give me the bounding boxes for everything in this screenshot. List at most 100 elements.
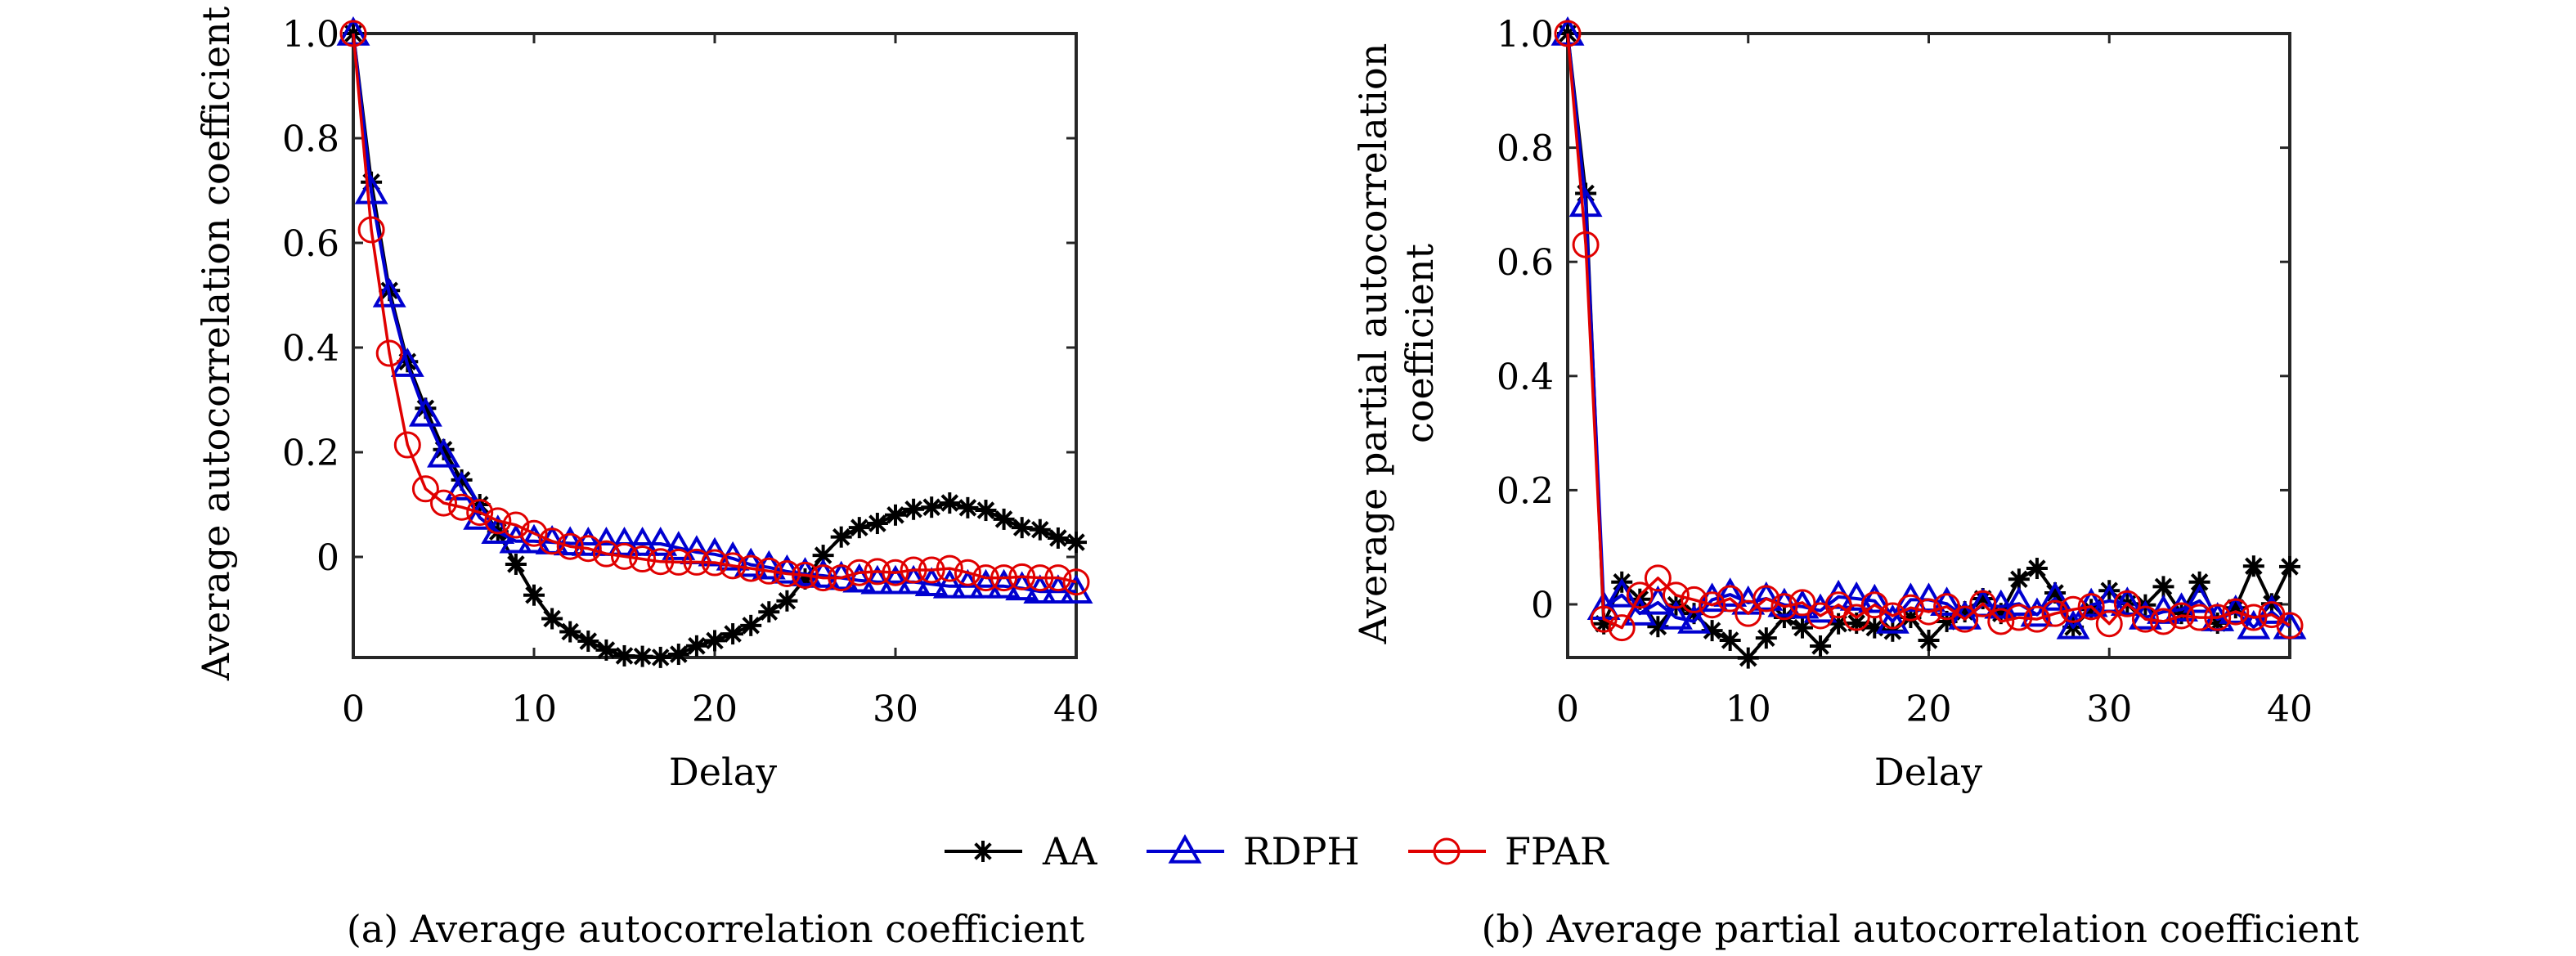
data-point-aa-28 [848, 517, 870, 539]
x-tick-label: 40 [2267, 689, 2313, 730]
data-point-fpar-8 [484, 507, 512, 535]
data-point-aa-29 [866, 513, 888, 535]
data-point-rdph-2 [372, 277, 406, 307]
data-point-fpar-33 [936, 554, 963, 582]
data-point-fpar-31 [2113, 590, 2141, 617]
data-point-fpar-38 [1026, 564, 1054, 592]
legend-circle-marker-icon [1433, 837, 1461, 865]
data-point-aa-38 [2242, 555, 2264, 577]
plot-area-b: 0 10 20 30 40 0 0.2 0.4 0.6 0.8 1.0 [1497, 14, 2313, 730]
data-point-aa-14 [1810, 635, 1832, 657]
y-axis-label-a: Average autocorrelation coefficient [194, 6, 238, 681]
data-point-rdph-21 [1930, 586, 1964, 617]
data-point-fpar-19 [1896, 594, 1924, 622]
data-point-fpar-9 [1717, 585, 1744, 613]
data-point-aa-40 [1066, 532, 1087, 554]
data-point-aa-27 [830, 526, 852, 548]
data-point-fpar-7 [1681, 586, 1708, 613]
data-point-rdph-30 [878, 564, 913, 595]
x-tick-label: 0 [342, 689, 365, 730]
data-point-rdph-7 [1677, 604, 1711, 634]
y-tick-label: 0.2 [282, 433, 339, 474]
data-point-fpar-16 [629, 545, 657, 573]
data-point-fpar-17 [647, 548, 675, 576]
series-line-aa [1566, 33, 2291, 660]
data-point-fpar-25 [792, 561, 819, 589]
x-tick-label: 20 [1906, 689, 1952, 730]
data-point-aa-24 [776, 590, 798, 612]
data-point-aa-27 [2044, 582, 2067, 604]
data-point-fpar-3 [393, 431, 421, 459]
data-point-rdph-1 [1568, 187, 1603, 218]
data-point-fpar-7 [466, 499, 494, 527]
data-point-fpar-26 [810, 564, 837, 592]
data-point-fpar-4 [411, 475, 439, 503]
data-point-rdph-39 [1041, 574, 1075, 604]
legend-label-rdph: RDPH [1243, 829, 1360, 873]
data-point-fpar-15 [611, 542, 638, 570]
data-point-fpar-28 [846, 559, 873, 586]
data-point-fpar-11 [538, 527, 566, 555]
y-tick-label: 0.4 [282, 328, 339, 370]
data-point-fpar-35 [2186, 604, 2214, 631]
data-point-aa-37 [1011, 517, 1033, 539]
data-point-fpar-32 [2131, 605, 2159, 633]
data-point-fpar-4 [1626, 581, 1654, 609]
data-point-rdph-3 [390, 348, 424, 377]
data-point-fpar-23 [1969, 590, 1997, 617]
data-point-rdph-5 [427, 438, 460, 468]
data-point-fpar-3 [1608, 614, 1636, 642]
data-point-fpar-20 [701, 549, 729, 577]
data-point-rdph-38 [1023, 574, 1057, 604]
legend-asterisk-marker-icon [972, 841, 994, 862]
data-point-rdph-27 [2038, 581, 2072, 611]
data-point-fpar-33 [2149, 608, 2177, 635]
data-point-aa-21 [722, 623, 744, 645]
data-point-fpar-32 [918, 556, 945, 584]
data-point-rdph-18 [662, 531, 696, 560]
data-point-rdph-40 [1059, 574, 1093, 604]
data-point-aa-30 [885, 504, 906, 526]
legend: AA RDPH FPAR [945, 829, 1609, 873]
legend-triangle-marker-icon [1168, 833, 1202, 864]
data-point-aa-10 [523, 584, 545, 606]
data-point-rdph-20 [1912, 582, 1945, 613]
legend-marker-shape [1168, 833, 1202, 864]
data-point-fpar-36 [2204, 604, 2232, 631]
data-point-fpar-37 [2222, 598, 2250, 626]
data-point-fpar-27 [2041, 599, 2069, 627]
data-point-aa-20 [1918, 629, 1940, 651]
y-tick-label: 0.6 [282, 223, 339, 265]
y-tick-label: 0.8 [282, 119, 339, 160]
data-point-fpar-28 [2059, 595, 2087, 623]
data-point-fpar-40 [1062, 568, 1090, 596]
data-point-fpar-13 [574, 535, 602, 563]
data-point-fpar-21 [1933, 593, 1961, 621]
legend-marker-shape [972, 841, 994, 862]
data-point-aa-33 [2152, 576, 2174, 598]
data-point-rdph-6 [1659, 600, 1693, 630]
data-point-fpar-1 [357, 216, 385, 244]
data-point-aa-32 [921, 496, 943, 518]
series-line-fpar [1566, 33, 2291, 630]
panel-partial-autocorrelation: 0 10 20 30 40 0 0.2 0.4 0.6 0.8 1.0 Average partia… [1351, 14, 2359, 951]
data-point-fpar-34 [954, 559, 981, 586]
data-point-aa-8 [1701, 620, 1723, 642]
data-point-fpar-24 [773, 559, 801, 587]
data-point-fpar-30 [882, 559, 909, 586]
data-point-fpar-40 [2276, 612, 2304, 640]
data-point-rdph-33 [932, 568, 967, 599]
data-point-fpar-19 [683, 548, 711, 576]
y-tick-label: 0.8 [1497, 128, 1554, 170]
x-tick-label: 10 [511, 689, 557, 730]
data-point-fpar-18 [1878, 602, 1906, 630]
data-point-aa-23 [758, 601, 780, 623]
series-line-rdph [1566, 33, 2291, 629]
data-point-fpar-38 [2240, 604, 2268, 631]
y-tick-label: 1.0 [282, 14, 339, 56]
data-point-fpar-21 [719, 552, 747, 580]
legend-item-fpar: FPAR [1408, 829, 1609, 873]
data-point-aa-9 [1719, 629, 1741, 651]
x-tick-label: 10 [1726, 689, 1771, 730]
legend-item-aa: AA [945, 829, 1097, 873]
